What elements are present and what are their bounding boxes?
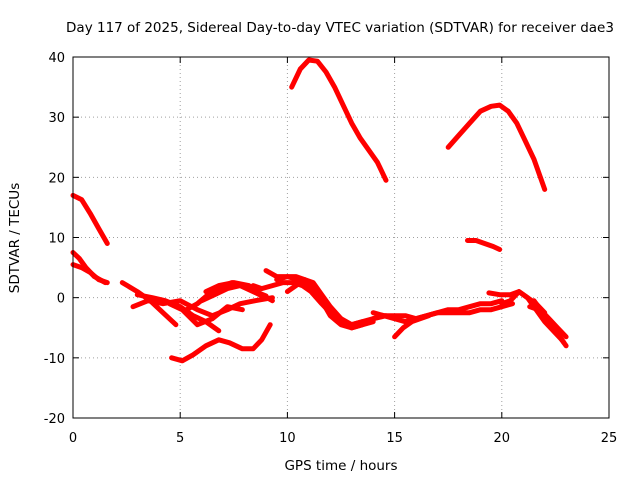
y-tick-label: 10 <box>48 232 65 247</box>
x-tick-label: 5 <box>176 431 184 446</box>
y-tick-label: 0 <box>57 292 65 307</box>
x-tick-label: 10 <box>279 431 296 446</box>
series-line-arc-21 <box>465 238 503 252</box>
series-layer <box>70 57 569 364</box>
tick-layer: 0 5 10 15 20 25 -20 -10 0 10 20 30 40 <box>44 51 618 446</box>
chart-title: Day 117 of 2025, Sidereal Day-to-day VTE… <box>66 20 614 36</box>
series-line-arc-5 <box>130 295 275 319</box>
series-line-arc-18 <box>370 298 505 325</box>
series-line-arc-19 <box>392 313 432 340</box>
y-tick-label: 30 <box>48 111 65 126</box>
y-tick-label: -10 <box>44 352 65 367</box>
series-line-arc-1 <box>70 192 110 246</box>
plot-frame <box>72 56 610 419</box>
series-line-arc-16 <box>289 57 389 183</box>
y-tick-label: 20 <box>48 171 65 186</box>
series-line-arc-3 <box>70 262 110 286</box>
y-tick-label: 40 <box>48 51 65 66</box>
x-tick-label: 20 <box>494 431 511 446</box>
x-axis-label: GPS time / hours <box>284 458 397 474</box>
x-tick-label: 15 <box>386 431 403 446</box>
series-line-arc-11 <box>169 322 273 364</box>
x-tick-label: 25 <box>601 431 618 446</box>
series-line-arc-7 <box>167 301 245 328</box>
y-axis-label: SDTVAR / TECUs <box>7 183 23 293</box>
y-tick-label: -20 <box>44 412 65 427</box>
series-line-arc-26 <box>537 307 569 340</box>
grid-layer <box>73 57 609 418</box>
x-tick-label: 0 <box>69 431 77 446</box>
series-line-arc-15 <box>284 277 376 331</box>
series-line-arc-20 <box>445 102 548 192</box>
series-line-arc-10 <box>203 280 275 304</box>
